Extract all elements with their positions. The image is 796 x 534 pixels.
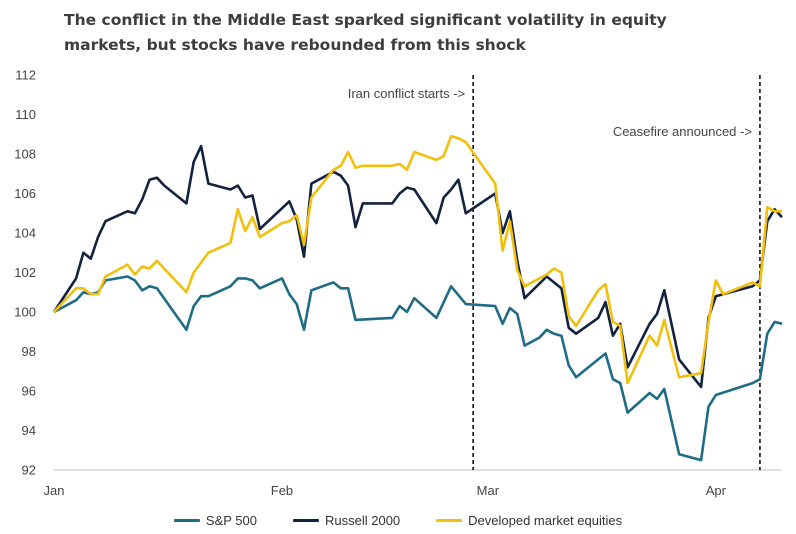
annotations: Iran conflict starts -> Ceasefire announc… xyxy=(348,75,761,470)
y-tick-label: 92 xyxy=(22,463,36,478)
legend-item: Russell 2000 xyxy=(293,513,400,528)
y-tick-label: 98 xyxy=(22,344,36,359)
legend: S&P 500 Russell 2000 Developed market equi… xyxy=(0,513,796,528)
y-tick-label: 100 xyxy=(14,305,36,320)
legend-label: S&P 500 xyxy=(205,513,257,528)
series-line-s-p-500 xyxy=(53,275,783,462)
event-annotation: Iran conflict starts -> xyxy=(348,86,465,101)
chart-title: The conflict in the Middle East sparked … xyxy=(64,8,764,58)
y-tick-label: 112 xyxy=(15,68,36,83)
x-tick-label: Feb xyxy=(271,483,293,498)
y-tick-label: 94 xyxy=(22,423,36,438)
series-line-developed-market-equities xyxy=(53,134,782,385)
y-tick-label: 104 xyxy=(14,226,36,241)
x-tick-label: Jan xyxy=(44,483,65,498)
x-axis: Jan Feb Mar Apr xyxy=(44,483,727,498)
y-tick-label: 108 xyxy=(14,147,36,162)
legend-item: S&P 500 xyxy=(173,513,257,528)
legend-swatch xyxy=(293,519,319,522)
series-lines xyxy=(52,134,783,462)
legend-swatch xyxy=(173,519,200,522)
x-tick-label: Apr xyxy=(706,483,727,498)
x-tick-label: Mar xyxy=(477,483,500,498)
chart-title-line-2: markets, but stocks have rebounded from … xyxy=(64,36,526,54)
y-tick-label: 96 xyxy=(22,384,36,399)
chart-title-line-1: The conflict in the Middle East sparked … xyxy=(64,11,667,29)
y-axis: 92 94 96 98 100 102 104 106 108 110 112 xyxy=(14,68,36,478)
y-tick-label: 106 xyxy=(14,186,36,201)
legend-item: Developed market equities xyxy=(436,513,622,528)
y-tick-label: 110 xyxy=(15,107,36,122)
y-tick-label: 102 xyxy=(14,265,36,280)
legend-label: Developed market equities xyxy=(468,513,623,528)
series-line-russell-2000 xyxy=(52,144,783,389)
event-annotation: Ceasefire announced -> xyxy=(613,124,752,139)
legend-swatch xyxy=(436,519,463,522)
legend-label: Russell 2000 xyxy=(325,513,401,528)
